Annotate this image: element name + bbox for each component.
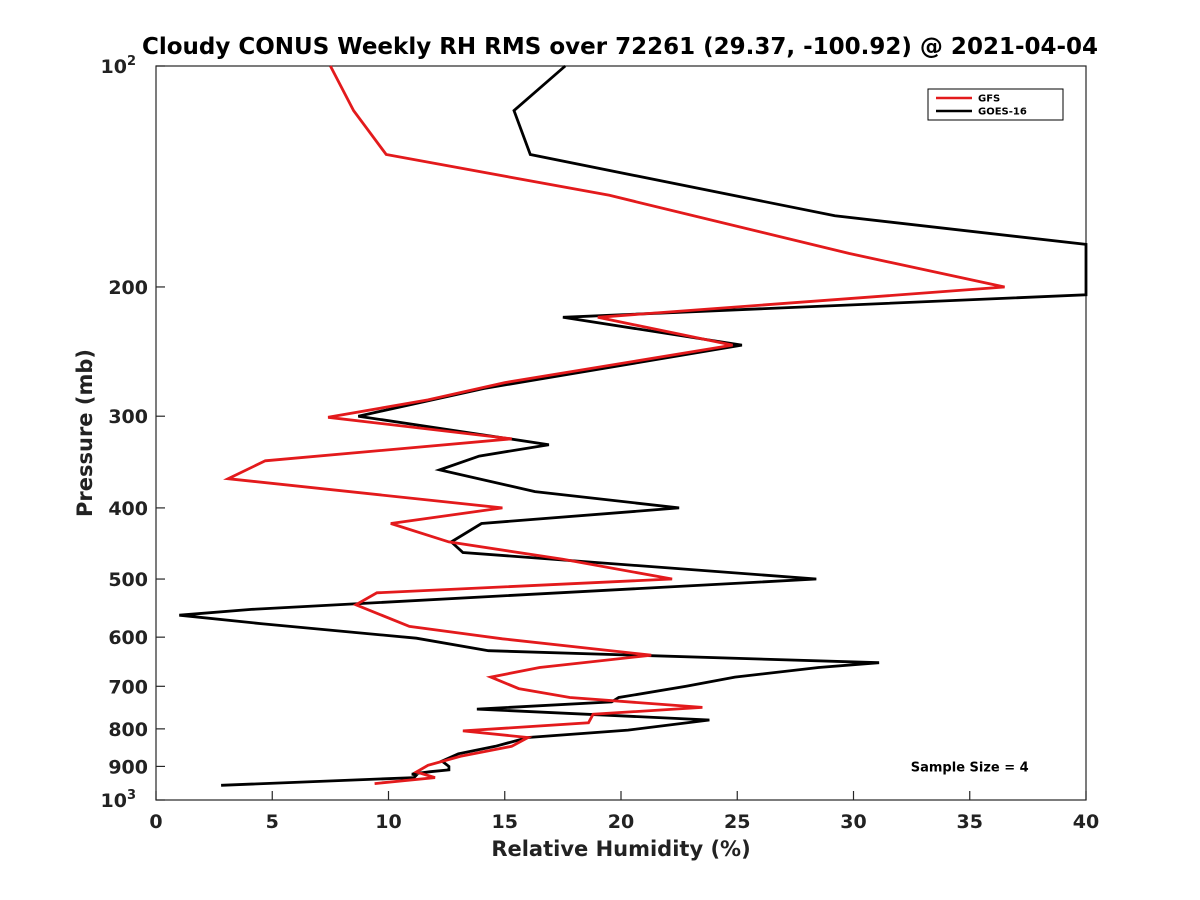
y-tick-label: 102 [101, 54, 137, 78]
chart-title: Cloudy CONUS Weekly RH RMS over 72261 (2… [142, 34, 1098, 60]
legend-label-gfs: GFS [978, 94, 1000, 105]
x-tick-label: 25 [724, 811, 750, 833]
y-tick-label: 800 [108, 719, 148, 741]
x-tick-label: 40 [1073, 811, 1099, 833]
x-tick-label: 10 [375, 811, 401, 833]
y-axis-label: Pressure (mb) [73, 349, 97, 517]
x-tick-label: 30 [840, 811, 866, 833]
y-axis-ticks: 102 200 300 400 500 600 700 800 900 103 [101, 54, 165, 812]
sample-size-annotation: Sample Size = 4 [911, 760, 1029, 775]
y-tick-label: 400 [108, 498, 148, 520]
x-tick-label: 0 [149, 811, 162, 833]
series-layer [179, 64, 1088, 787]
legend-box [927, 88, 1064, 121]
x-tick-label: 20 [608, 811, 634, 833]
y-tick-label: 200 [108, 277, 148, 299]
y-tick-label: 600 [108, 627, 148, 649]
y-tick-label: 700 [108, 676, 148, 698]
y-tick-label: 300 [108, 406, 148, 428]
series-line-gfs [223, 65, 1005, 785]
plot-area: 0 5 10 15 20 25 30 35 40 102 200 300 400 500 600 700 80… [101, 54, 1100, 833]
x-tick-label: 15 [492, 811, 518, 833]
y-tick-label: 900 [108, 756, 148, 778]
x-axis-ticks: 0 5 10 15 20 25 30 35 40 [149, 791, 1099, 833]
y-tick-label: 103 [101, 788, 137, 812]
y-tick-label: 500 [108, 569, 148, 591]
x-tick-label: 5 [266, 811, 279, 833]
x-tick-label: 35 [957, 811, 983, 833]
legend: GFS GOES-16 [927, 88, 1064, 121]
x-axis-label: Relative Humidity (%) [491, 837, 750, 861]
legend-label-goes-16: GOES-16 [978, 107, 1027, 118]
